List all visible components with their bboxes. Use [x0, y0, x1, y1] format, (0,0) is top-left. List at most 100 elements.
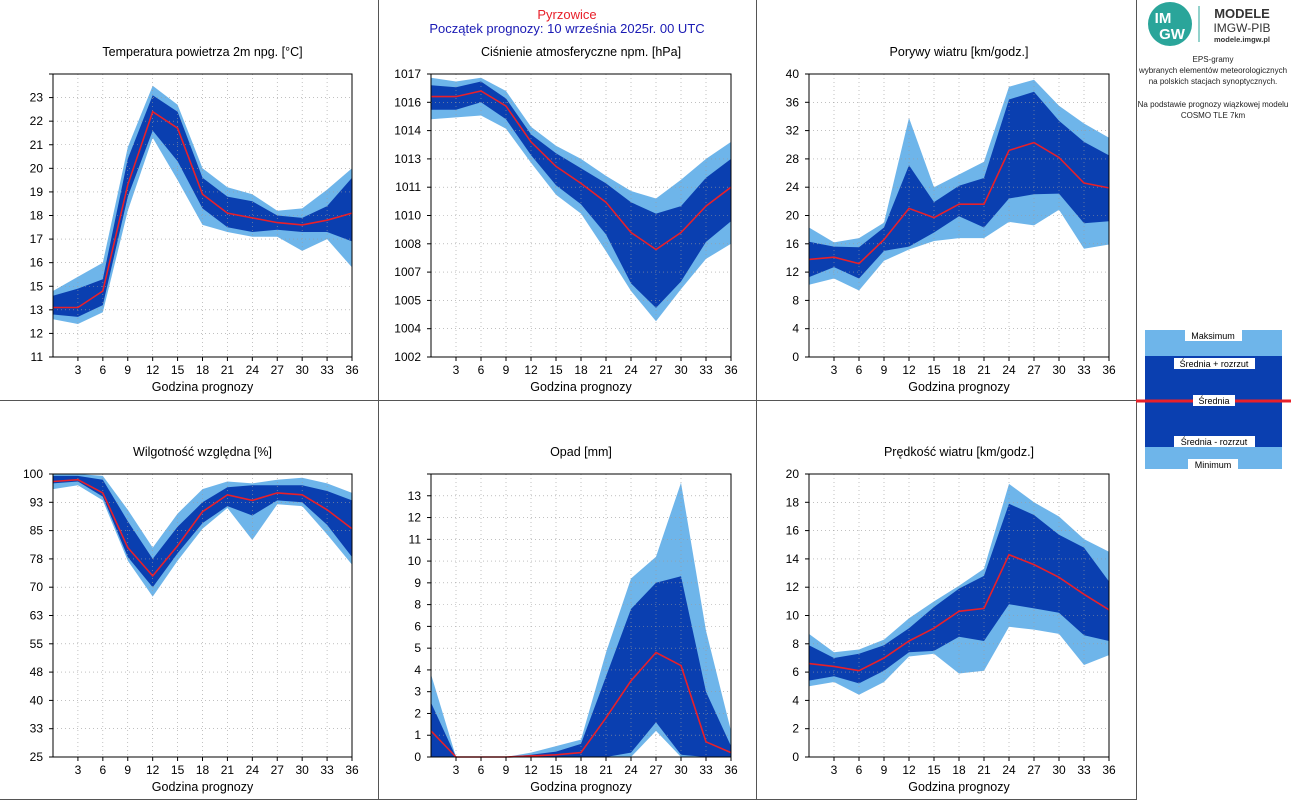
- x-tick-label: 27: [1027, 763, 1041, 777]
- x-tick-label: 33: [320, 363, 334, 377]
- y-tick-label: 32: [786, 124, 800, 138]
- mean-line: [52, 478, 353, 578]
- chart-6: 3 6 9 12 15 18 21 24 27 30 33 3602468101214161820Pr…: [786, 445, 1116, 794]
- chart-title: Opad [mm]: [550, 445, 612, 459]
- x-tick-label: 18: [196, 763, 210, 777]
- x-tick-label: 15: [171, 763, 185, 777]
- chart-title: Prędkość wiatru [km/godz.]: [884, 445, 1034, 459]
- side-line2: wybranych elementów meteorologicznych: [1138, 66, 1287, 75]
- y-tick-label: 18: [786, 495, 800, 509]
- y-tick-label: 4: [414, 663, 421, 677]
- x-tick-label: 30: [674, 363, 688, 377]
- x-tick-label: 15: [549, 363, 563, 377]
- y-tick-label: 25: [30, 750, 44, 764]
- x-tick-label: 30: [295, 763, 309, 777]
- legend-min-label: Minimum: [1195, 460, 1232, 470]
- y-tick-label: 12: [786, 580, 800, 594]
- side-line1: EPS-gramy: [1193, 55, 1234, 64]
- logo-mark-bottom: GW: [1159, 26, 1186, 43]
- x-tick-label: 12: [146, 363, 160, 377]
- x-tick-label: 15: [927, 363, 941, 377]
- y-tick-label: 1: [414, 728, 421, 742]
- y-tick-label: 18: [30, 209, 44, 223]
- logo-url: modele.imgw.pl: [1214, 35, 1270, 44]
- y-tick-label: 20: [30, 161, 44, 175]
- logo-circle: [1148, 2, 1192, 46]
- y-tick-label: 23: [30, 91, 44, 105]
- x-tick-label: 6: [99, 363, 106, 377]
- legend-min-band: [1145, 447, 1282, 469]
- y-tick-label: 0: [414, 750, 421, 764]
- x-tick-label: 12: [902, 363, 916, 377]
- x-tick-label: 21: [977, 363, 991, 377]
- chart-title: Wilgotność względna [%]: [133, 445, 272, 459]
- x-tick-label: 21: [221, 363, 235, 377]
- x-tick-label: 36: [724, 363, 738, 377]
- x-tick-label: 33: [699, 763, 713, 777]
- charts: 3 6 9 12 15 18 21 24 27 30 33 361112131516171819202…: [23, 45, 1116, 794]
- side-line5: COSMO TLE 7km: [1181, 111, 1246, 120]
- x-tick-label: 33: [699, 363, 713, 377]
- y-tick-label: 4: [792, 322, 799, 336]
- y-tick-label: 10: [408, 554, 422, 568]
- spread-band: [809, 503, 1109, 684]
- side-description: EPS-gramy wybranych elementów meteorolog…: [1138, 55, 1289, 120]
- y-tick-label: 40: [786, 67, 800, 81]
- x-tick-label: 21: [977, 763, 991, 777]
- x-tick-label: 36: [345, 763, 359, 777]
- x-tick-label: 18: [574, 363, 588, 377]
- x-tick-label: 6: [856, 763, 863, 777]
- y-tick-label: 55: [30, 637, 44, 651]
- y-tick-label: 16: [786, 524, 800, 538]
- x-axis-label: Godzina prognozy: [152, 380, 254, 394]
- x-tick-label: 12: [902, 763, 916, 777]
- y-tick-label: 21: [30, 138, 44, 152]
- x-tick-label: 3: [453, 363, 460, 377]
- x-axis-label: Godzina prognozy: [908, 780, 1010, 794]
- y-tick-label: 2: [414, 706, 421, 720]
- chart-1: 3 6 9 12 15 18 21 24 27 30 33 361112131516171819202…: [30, 45, 359, 394]
- x-tick-label: 30: [295, 363, 309, 377]
- x-tick-label: 9: [124, 363, 131, 377]
- x-tick-label: 18: [952, 363, 966, 377]
- y-tick-label: 1017: [394, 67, 421, 81]
- y-tick-label: 9: [414, 576, 421, 590]
- y-tick-label: 6: [414, 619, 421, 633]
- x-tick-label: 24: [624, 363, 638, 377]
- y-tick-label: 1004: [394, 322, 421, 336]
- y-tick-label: 13: [408, 489, 422, 503]
- x-tick-label: 6: [99, 763, 106, 777]
- y-tick-label: 16: [30, 256, 44, 270]
- chart-title: Porywy wiatru [km/godz.]: [890, 45, 1029, 59]
- y-tick-label: 20: [786, 467, 800, 481]
- y-tick-label: 20: [786, 209, 800, 223]
- x-tick-label: 33: [320, 763, 334, 777]
- spread-band: [431, 576, 731, 757]
- x-axis-label: Godzina prognozy: [530, 780, 632, 794]
- y-tick-label: 5: [414, 641, 421, 655]
- y-tick-label: 33: [30, 722, 44, 736]
- y-tick-label: 2: [792, 722, 799, 736]
- y-tick-label: 63: [30, 609, 44, 623]
- x-tick-label: 18: [196, 363, 210, 377]
- x-tick-label: 33: [1077, 363, 1091, 377]
- chart-2: 3 6 9 12 15 18 21 24 27 30 33 361002100410051007100…: [394, 45, 738, 394]
- x-tick-label: 30: [674, 763, 688, 777]
- y-tick-label: 0: [792, 750, 799, 764]
- x-tick-label: 27: [649, 763, 663, 777]
- x-tick-label: 9: [881, 363, 888, 377]
- x-tick-label: 36: [1102, 363, 1116, 377]
- x-tick-label: 9: [503, 763, 510, 777]
- x-tick-label: 12: [524, 763, 538, 777]
- x-tick-label: 21: [599, 363, 613, 377]
- x-tick-label: 24: [246, 363, 260, 377]
- x-tick-label: 27: [1027, 363, 1041, 377]
- x-tick-label: 15: [171, 363, 185, 377]
- x-axis-label: Godzina prognozy: [908, 380, 1010, 394]
- legend-mean-label: Średnia: [1198, 395, 1229, 406]
- x-tick-label: 9: [503, 363, 510, 377]
- x-tick-label: 24: [1002, 763, 1016, 777]
- chart-3: 3 6 9 12 15 18 21 24 27 30 33 360481216202428323640…: [786, 45, 1116, 394]
- x-tick-label: 9: [124, 763, 131, 777]
